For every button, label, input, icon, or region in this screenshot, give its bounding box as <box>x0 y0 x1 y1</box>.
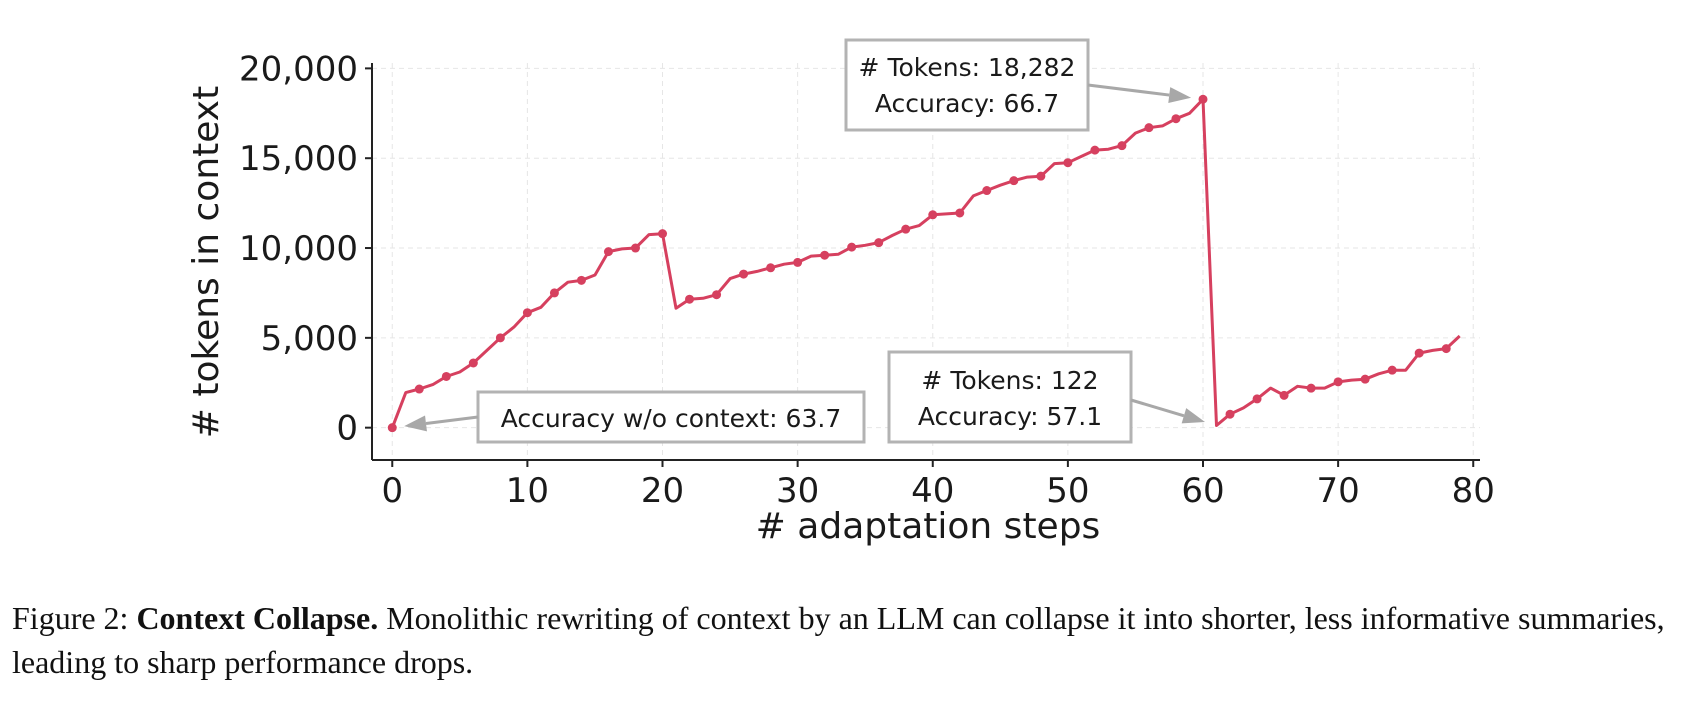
data-point <box>387 423 397 433</box>
data-point <box>874 238 884 248</box>
x-tick-label: 40 <box>911 471 954 511</box>
data-point <box>712 290 722 300</box>
data-point <box>982 186 992 196</box>
annotation-arrow-head <box>404 415 427 432</box>
x-tick-label: 20 <box>641 471 684 511</box>
y-tick-label: 10,000 <box>239 229 358 269</box>
data-point <box>1387 365 1397 375</box>
data-point <box>1279 390 1289 400</box>
y-tick-label: 15,000 <box>239 139 358 179</box>
data-point <box>1360 374 1370 384</box>
x-tick-label: 0 <box>381 471 403 511</box>
annotation-arrow-shaft <box>1087 83 1170 97</box>
data-point <box>1009 176 1019 186</box>
annotation-arrows <box>404 83 1206 432</box>
data-point <box>1063 158 1073 168</box>
data-point <box>441 371 451 381</box>
x-tick-label: 70 <box>1316 471 1359 511</box>
data-points <box>387 94 1451 433</box>
data-point <box>901 224 911 234</box>
annotation-line: Accuracy w/o context: 63.7 <box>501 404 841 433</box>
annotation-peak: # Tokens: 18,282 Accuracy: 66.7 <box>844 38 1090 132</box>
data-point <box>1414 348 1424 358</box>
data-point <box>1306 383 1316 393</box>
annotation-arrow-head <box>1168 87 1192 104</box>
data-point <box>495 333 505 343</box>
data-point <box>820 250 830 260</box>
annotation-box <box>887 350 1133 444</box>
x-tick-label: 60 <box>1181 471 1224 511</box>
x-tick-label: 50 <box>1046 471 1089 511</box>
annotation-line: Accuracy: 66.7 <box>875 89 1059 118</box>
annotation-collapse: # Tokens: 122 Accuracy: 57.1 <box>887 350 1133 444</box>
data-point <box>1198 94 1208 104</box>
figure-caption: Figure 2: Context Collapse. Monolithic r… <box>12 596 1692 684</box>
annotation-baseline: Accuracy w/o context: 63.7 <box>476 390 866 444</box>
data-point <box>955 208 965 218</box>
data-point <box>1144 123 1154 133</box>
annotation-line: # Tokens: 122 <box>921 366 1098 395</box>
caption-text: Monolithic rewriting of context by an LL… <box>12 600 1665 680</box>
data-point <box>522 308 532 318</box>
annotation-line: # Tokens: 18,282 <box>859 53 1076 82</box>
data-point <box>468 358 478 368</box>
data-point <box>739 269 749 279</box>
data-point <box>1225 409 1235 419</box>
y-tick-label: 5,000 <box>261 319 358 359</box>
data-point <box>603 247 613 257</box>
data-point <box>630 243 640 253</box>
caption-label: Figure 2: <box>12 600 129 636</box>
annotation-arrow-shaft <box>1130 398 1185 418</box>
x-tick-label: 10 <box>506 471 549 511</box>
annotation-arrow-head <box>1181 408 1206 424</box>
data-point <box>549 288 559 298</box>
data-point <box>1036 171 1046 181</box>
data-point <box>1117 141 1127 151</box>
caption-title: Context Collapse. <box>136 600 379 636</box>
y-tick-label: 0 <box>336 409 358 449</box>
annotation-arrow-shaft <box>425 415 479 425</box>
y-tick-label: 20,000 <box>239 49 358 89</box>
data-point <box>928 210 938 220</box>
y-axis-label: # tokens in context <box>186 86 227 438</box>
data-point <box>766 263 776 273</box>
axes <box>371 63 1480 461</box>
x-tick-label: 80 <box>1452 471 1495 511</box>
data-point <box>847 242 857 252</box>
x-axis-label: # adaptation steps <box>756 506 1101 547</box>
annotation-box <box>476 390 866 444</box>
y-ticks: 0 5,000 10,000 15,000 20,000 <box>239 49 372 449</box>
data-point <box>1252 394 1262 404</box>
x-ticks: 0 10 20 30 40 50 60 70 80 <box>381 460 1495 511</box>
data-point <box>658 229 668 239</box>
data-point <box>576 275 586 285</box>
data-point <box>1171 114 1181 124</box>
data-point <box>793 257 803 267</box>
x-tick-label: 30 <box>776 471 819 511</box>
annotation-box <box>844 38 1090 132</box>
data-point <box>1441 344 1451 354</box>
data-point <box>414 384 424 394</box>
data-point <box>1090 145 1100 155</box>
annotation-line: Accuracy: 57.1 <box>918 402 1102 431</box>
data-point <box>1333 377 1343 387</box>
data-point <box>685 294 695 304</box>
